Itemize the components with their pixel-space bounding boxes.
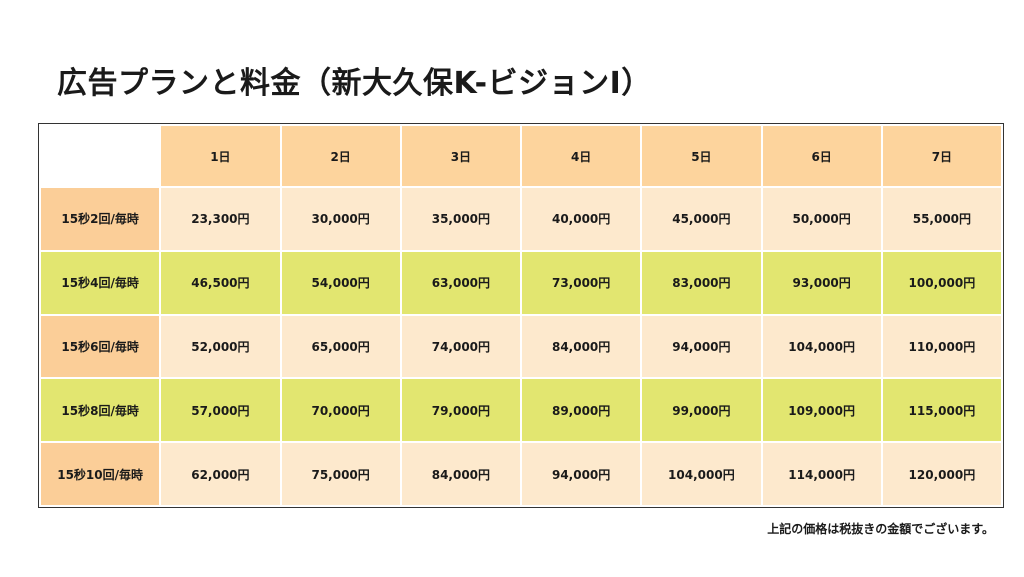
- tax-note: 上記の価格は税抜きの金額でございます。: [767, 522, 994, 536]
- price-cell: 35,000円: [399, 186, 523, 252]
- price-cell: 93,000円: [760, 249, 883, 316]
- table-row: 15秒2回/毎時 23,300円 30,000円 35,000円 40,000円…: [38, 186, 1004, 252]
- price-cell: 70,000円: [279, 377, 402, 444]
- table-header-row: 1日 2日 3日 4日 5日 6日 7日: [40, 124, 1004, 188]
- price-cell: 84,000円: [399, 441, 523, 507]
- table-row: 15秒6回/毎時 52,000円 65,000円 74,000円 84,000円…: [38, 313, 1004, 380]
- table-row: 15秒8回/毎時 57,000円 70,000円 79,000円 89,000円…: [38, 377, 1004, 444]
- price-cell: 104,000円: [640, 441, 763, 507]
- price-cell: 114,000円: [760, 441, 883, 507]
- price-cell: 54,000円: [279, 249, 402, 316]
- row-label: 15秒6回/毎時: [38, 313, 162, 380]
- price-cell: 83,000円: [640, 249, 763, 316]
- table-corner-cell: [40, 125, 162, 188]
- price-cell: 65,000円: [279, 313, 402, 380]
- row-label: 15秒4回/毎時: [38, 249, 162, 316]
- price-cell: 30,000円: [279, 186, 402, 252]
- price-cell: 57,000円: [159, 377, 282, 444]
- price-cell: 100,000円: [880, 249, 1004, 316]
- price-cell: 63,000円: [399, 249, 523, 316]
- price-cell: 109,000円: [760, 377, 883, 444]
- column-header-day-1: 1日: [159, 124, 282, 188]
- price-cell: 104,000円: [760, 313, 883, 380]
- price-cell: 94,000円: [519, 441, 643, 507]
- price-cell: 55,000円: [880, 186, 1004, 252]
- price-cell: 40,000円: [519, 186, 643, 252]
- price-cell: 62,000円: [159, 441, 282, 507]
- column-header-day-3: 3日: [399, 124, 523, 188]
- pricing-table: 1日 2日 3日 4日 5日 6日 7日 15秒2回/毎時 23,300円 30…: [38, 123, 1004, 508]
- row-label: 15秒10回/毎時: [38, 441, 162, 507]
- price-cell: 73,000円: [519, 249, 643, 316]
- price-cell: 46,500円: [159, 249, 282, 316]
- price-cell: 45,000円: [640, 186, 763, 252]
- price-cell: 50,000円: [760, 186, 883, 252]
- price-cell: 94,000円: [640, 313, 763, 380]
- column-header-day-5: 5日: [640, 124, 763, 188]
- price-cell: 110,000円: [880, 313, 1004, 380]
- column-header-day-2: 2日: [279, 124, 402, 188]
- price-cell: 99,000円: [640, 377, 763, 444]
- row-label: 15秒2回/毎時: [38, 186, 162, 252]
- price-cell: 89,000円: [519, 377, 643, 444]
- column-header-day-6: 6日: [760, 124, 883, 188]
- price-cell: 115,000円: [880, 377, 1004, 444]
- price-cell: 23,300円: [159, 186, 282, 252]
- price-cell: 79,000円: [399, 377, 523, 444]
- table-row: 15秒4回/毎時 46,500円 54,000円 63,000円 73,000円…: [38, 249, 1004, 316]
- column-header-day-7: 7日: [880, 124, 1004, 188]
- price-cell: 74,000円: [399, 313, 523, 380]
- price-cell: 84,000円: [519, 313, 643, 380]
- price-cell: 75,000円: [279, 441, 402, 507]
- price-cell: 52,000円: [159, 313, 282, 380]
- table-row: 15秒10回/毎時 62,000円 75,000円 84,000円 94,000…: [38, 441, 1004, 507]
- page-title: 広告プランと料金（新大久保K-ビジョンⅠ）: [57, 66, 652, 101]
- column-header-day-4: 4日: [519, 124, 643, 188]
- price-cell: 120,000円: [880, 441, 1004, 507]
- row-label: 15秒8回/毎時: [38, 377, 162, 444]
